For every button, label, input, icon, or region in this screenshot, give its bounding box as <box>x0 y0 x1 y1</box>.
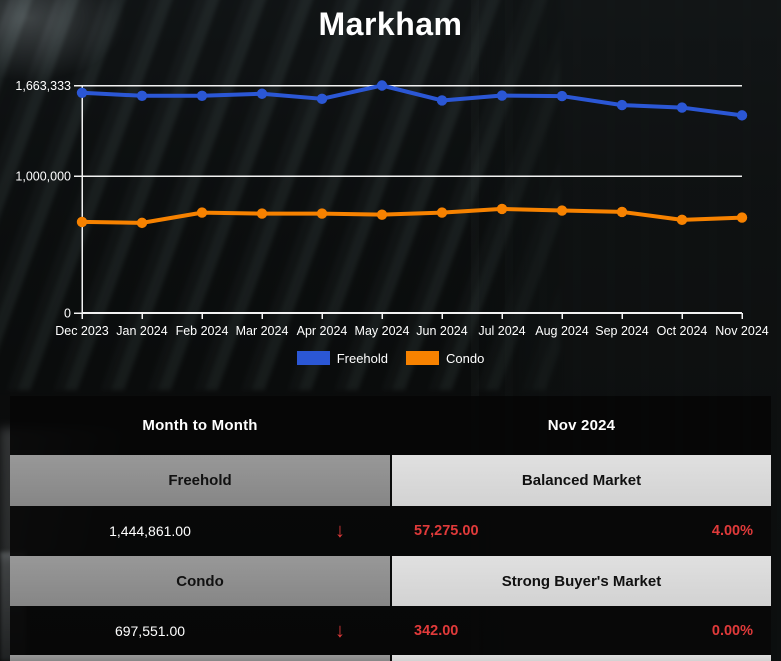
freehold-market-status: Balanced Market <box>392 455 771 506</box>
table-header-month-to-month: Month to Month <box>142 417 258 434</box>
page-title: Markham <box>318 6 463 42</box>
down-arrow-icon: ↓ <box>335 619 345 642</box>
condo-change-percent: 0.00% <box>711 622 753 639</box>
x-tick-label: Feb 2024 <box>176 324 229 338</box>
condo-market-status: Strong Buyer's Market <box>392 556 771 606</box>
x-tick-label: Sep 2024 <box>595 324 649 338</box>
condo-point <box>676 214 688 226</box>
condo-point <box>196 207 208 218</box>
chart-legend: Freehold Condo <box>0 349 781 367</box>
x-tick-label: Jun 2024 <box>416 324 467 338</box>
freehold-point <box>676 102 688 113</box>
condo-point <box>136 217 148 229</box>
table-row: 697,551.00 ↓ 342.00 0.00% <box>10 606 771 655</box>
condo-point <box>556 205 568 216</box>
legend-swatch-condo <box>406 351 439 365</box>
freehold-line <box>80 83 744 118</box>
y-tick-label: 0 <box>64 307 71 321</box>
x-tick-label: Dec 2023 <box>55 324 109 338</box>
x-tick-label: Apr 2024 <box>297 324 348 338</box>
condo-point <box>76 216 88 228</box>
x-tick-label: Oct 2024 <box>657 324 708 338</box>
y-tick-label: 1,663,333 <box>15 79 71 93</box>
row-label-condo: Condo <box>10 556 390 606</box>
table-row: Freehold Balanced Market <box>10 455 771 506</box>
table-row: Condo Strong Buyer's Market <box>10 556 771 606</box>
freehold-point <box>616 99 628 111</box>
condo-point <box>316 208 328 219</box>
x-tick-label: Nov 2024 <box>715 324 769 338</box>
freehold-change-value: 57,275.00 <box>414 523 479 539</box>
freehold-point <box>496 90 508 101</box>
condo-line <box>80 206 744 225</box>
condo-point <box>736 212 748 223</box>
x-tick-label: Jan 2024 <box>116 324 167 338</box>
condo-change-value: 342.00 <box>414 622 459 639</box>
table-header-current-month: Nov 2024 <box>547 417 616 434</box>
condo-point <box>436 207 448 218</box>
freehold-change-percent: 4.00% <box>711 523 753 539</box>
condo-point <box>496 203 508 215</box>
freehold-point <box>76 87 88 98</box>
freehold-point <box>736 110 748 121</box>
freehold-point <box>196 90 208 102</box>
down-arrow-icon: ↓ <box>335 520 345 542</box>
freehold-point <box>316 93 328 105</box>
table-next-row-clipped <box>10 655 771 661</box>
freehold-point <box>136 90 148 102</box>
freehold-average-price: 1,444,861.00 <box>109 523 191 539</box>
market-summary-table: Month to Month Nov 2024 Freehold Balance… <box>10 396 771 661</box>
condo-point <box>616 206 628 218</box>
condo-point <box>256 208 268 219</box>
condo-average-price: 697,551.00 <box>114 622 186 639</box>
price-trend-chart-svg: 0 1,000,000 1,663,333 Dec 2023 Jan 2024 Feb 2… <box>15 79 769 338</box>
x-tick-label: Mar 2024 <box>236 324 289 338</box>
legend-label: Condo <box>446 350 485 366</box>
legend-item-condo: Condo <box>406 351 484 366</box>
legend-swatch-freehold <box>296 351 330 365</box>
freehold-point <box>436 95 448 106</box>
price-trend-chart: 0 1,000,000 1,663,333 Dec 2023 Jan 2024 Feb 2… <box>15 79 769 338</box>
table-row: 1,444,861.00 ↓ 57,275.00 4.00% <box>10 506 771 556</box>
freehold-point <box>556 90 568 102</box>
legend-label: Freehold <box>336 350 388 366</box>
table-header-row: Month to Month Nov 2024 <box>10 396 771 455</box>
freehold-point <box>256 88 268 99</box>
y-tick-label: 1,000,000 <box>15 170 71 184</box>
x-tick-label: Aug 2024 <box>535 324 589 338</box>
x-tick-label: May 2024 <box>355 324 410 338</box>
condo-point <box>376 209 388 220</box>
freehold-point <box>376 80 388 91</box>
x-tick-label: Jul 2024 <box>478 324 525 338</box>
legend-item-freehold: Freehold <box>296 350 388 366</box>
row-label-freehold: Freehold <box>10 455 390 506</box>
